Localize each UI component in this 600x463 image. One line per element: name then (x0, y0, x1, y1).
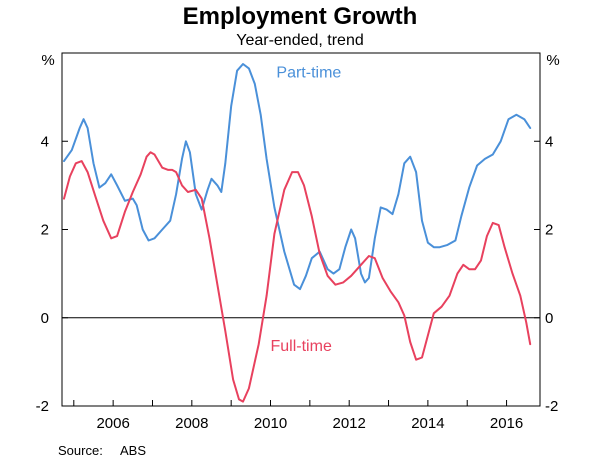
y-tick-label-right: -2 (545, 398, 558, 415)
x-tick-label: 2014 (411, 415, 444, 432)
chart-title: Employment Growth (183, 3, 418, 30)
x-tick-label: 2012 (333, 415, 366, 432)
y-unit-right: % (546, 52, 559, 69)
y-tick-label-left: 4 (41, 133, 49, 150)
series-line-full-time (63, 151, 532, 403)
series-label-part-time: Part-time (276, 64, 341, 81)
x-tick-label: 2008 (175, 415, 208, 432)
y-tick-label-left: 2 (41, 222, 49, 239)
y-unit-left: % (41, 52, 54, 69)
x-tick-label: 2010 (254, 415, 287, 432)
source-value: ABS (120, 443, 146, 458)
y-tick-label-right: 4 (545, 133, 553, 150)
series-label-full-time: Full-time (271, 338, 332, 355)
y-tick-label-left: 0 (41, 310, 49, 327)
y-tick-label-right: 0 (545, 310, 553, 327)
source-label: Source: (58, 443, 103, 458)
x-tick-label: 2016 (490, 415, 523, 432)
series-line-part-time (63, 63, 532, 291)
x-tick-label: 2006 (96, 415, 129, 432)
chart-subtitle: Year-ended, trend (236, 32, 364, 49)
y-tick-label-left: -2 (36, 398, 49, 415)
y-tick-label-right: 2 (545, 222, 553, 239)
